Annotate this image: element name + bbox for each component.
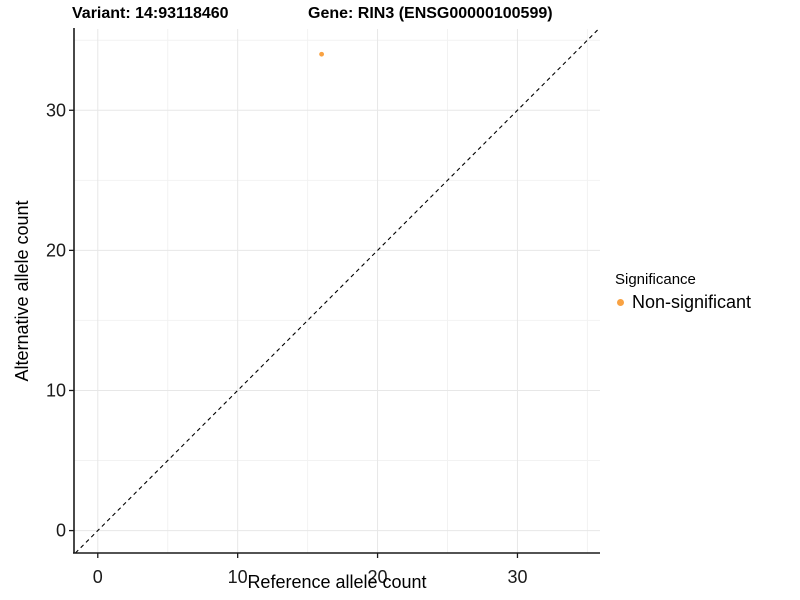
legend-marker-dot-icon <box>617 299 624 306</box>
legend: Significance Non-significant <box>615 271 751 313</box>
legend-title: Significance <box>615 271 696 288</box>
x-tick-label: 0 <box>93 567 103 587</box>
variant-title: Variant: 14:93118460 <box>72 5 229 22</box>
legend-item-label: Non-significant <box>632 292 752 312</box>
x-tick-label: 30 <box>507 567 527 587</box>
x-tick-label: 20 <box>368 567 388 587</box>
identity-dashed-line <box>75 28 599 554</box>
x-tick-label: 10 <box>228 567 248 587</box>
y-axis-title-text: Alternative allele count <box>12 200 32 382</box>
y-tick-label: 30 <box>46 100 66 120</box>
y-tick-label: 20 <box>46 240 66 260</box>
y-tick-label: 0 <box>56 521 66 541</box>
y-tick-label: 10 <box>46 380 66 400</box>
x-axis-title: Reference allele count <box>247 572 427 592</box>
legend-item-non-significant: Non-significant <box>615 292 751 313</box>
data-point <box>319 51 325 57</box>
gene-title: Gene: RIN3 (ENSG00000100599) <box>308 5 553 22</box>
